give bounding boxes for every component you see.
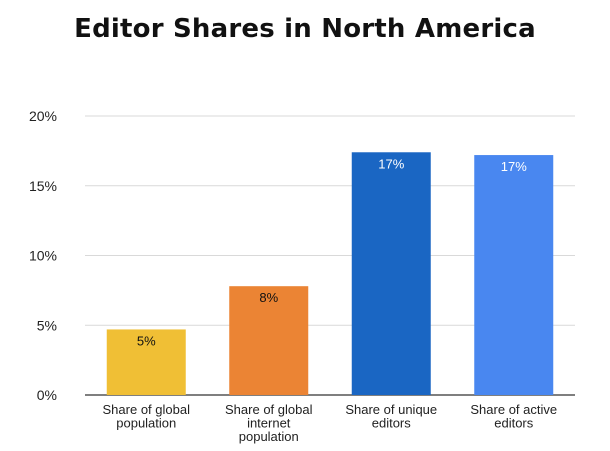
y-tick-label: 5% (37, 317, 57, 333)
bar-data-label: 5% (137, 333, 156, 348)
y-tick-label: 15% (29, 178, 57, 194)
x-tick-label: Share of global population (103, 402, 191, 431)
bar-data-label: 8% (259, 290, 278, 305)
x-tick-label: Share of global internet population (225, 402, 313, 444)
bar (351, 152, 431, 395)
bar-data-label: 17% (501, 159, 527, 174)
bar (106, 329, 186, 395)
y-tick-label: 0% (37, 387, 57, 403)
x-tick-label: Share of unique editors (345, 402, 437, 431)
x-tick-label: Share of active editors (470, 402, 557, 431)
y-tick-label: 10% (29, 248, 57, 264)
bar (474, 155, 554, 395)
chart-title: Editor Shares in North America (74, 14, 536, 44)
y-tick-label: 20% (29, 108, 57, 124)
bar (229, 286, 309, 395)
bar-data-label: 17% (378, 156, 404, 171)
